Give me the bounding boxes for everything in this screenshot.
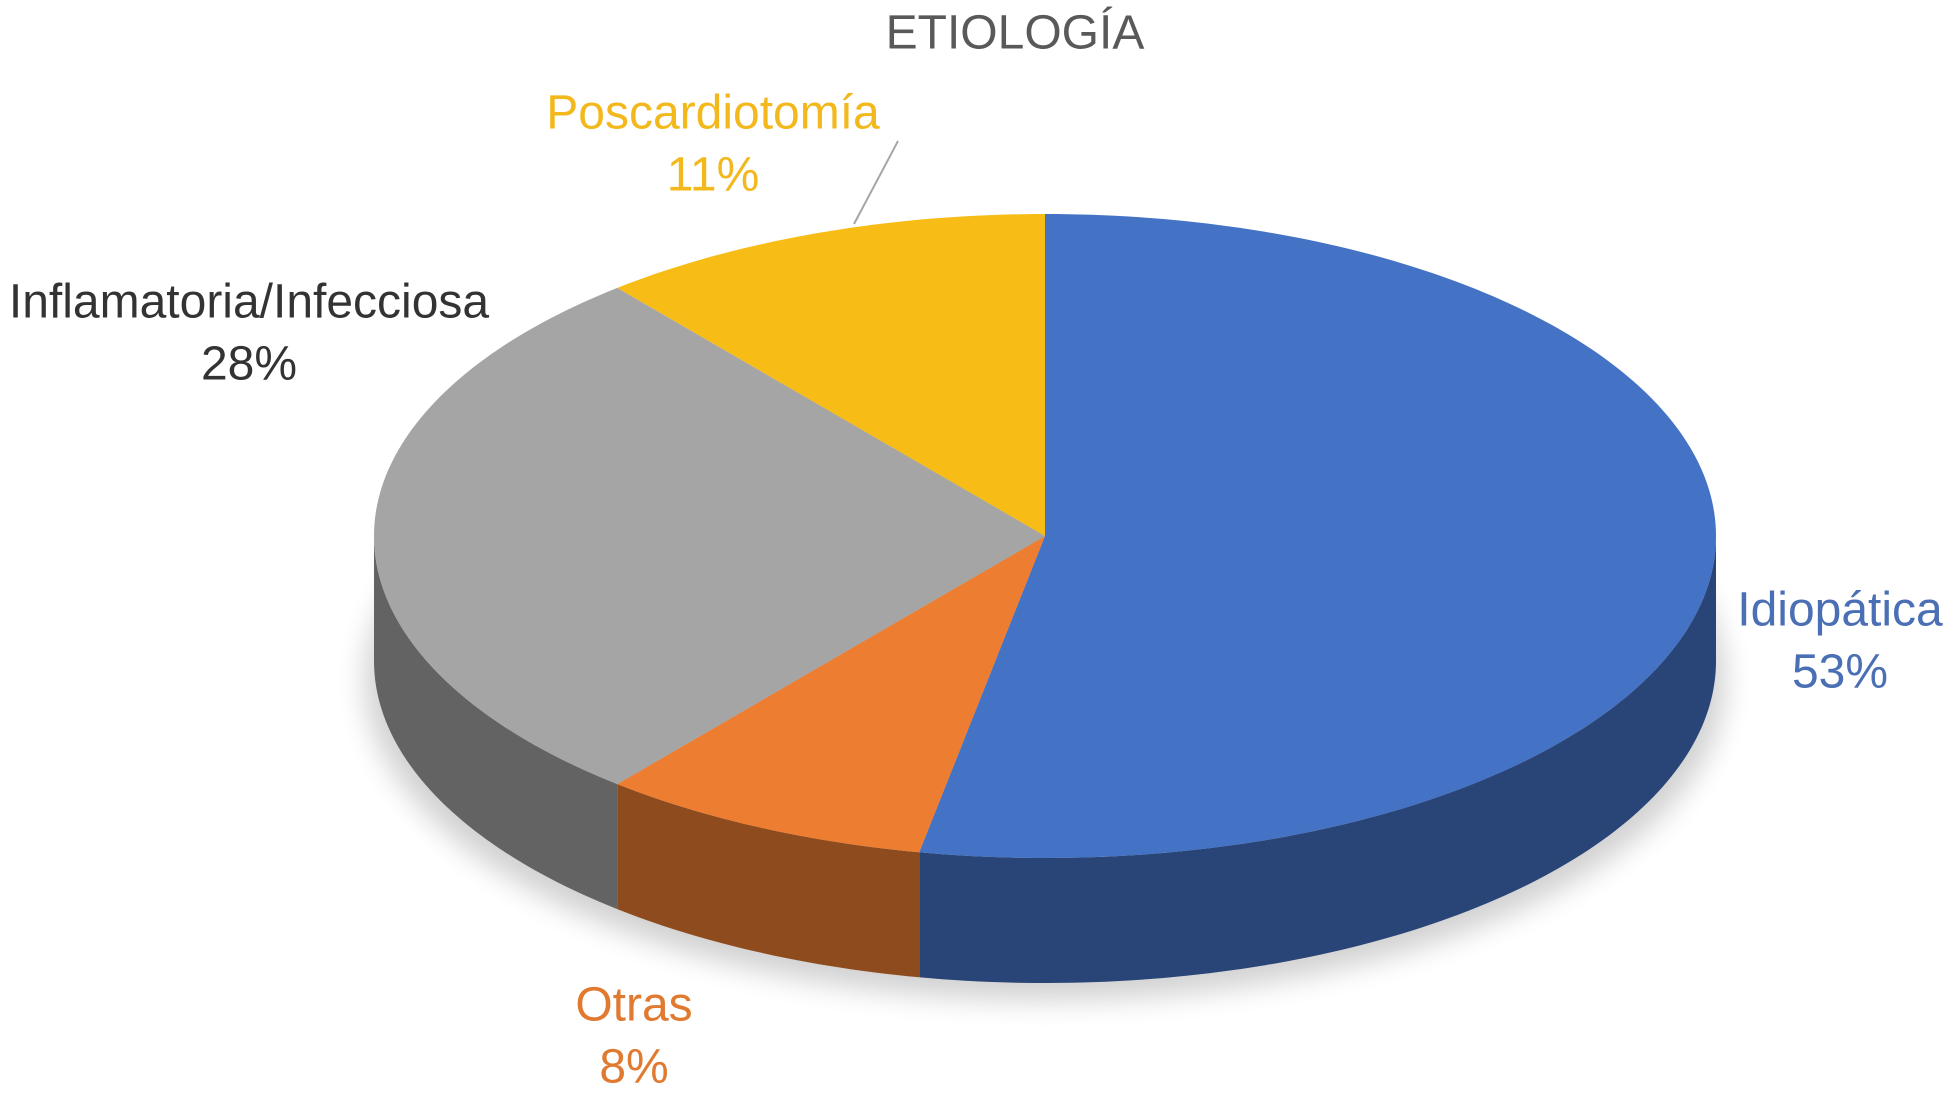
- slice-side: [374, 536, 618, 910]
- slice: [374, 287, 1045, 785]
- chart-title: ETIOLOGÍA: [886, 7, 1145, 60]
- data-label-value: 28%: [201, 338, 297, 391]
- data-label-value: 8%: [599, 1041, 668, 1094]
- slice: [617, 536, 1045, 853]
- slice: [919, 214, 1716, 858]
- slice-side: [617, 784, 920, 978]
- slice: [617, 214, 1045, 536]
- data-label-name: Otras: [575, 979, 692, 1032]
- data-label-value: 53%: [1792, 646, 1888, 699]
- leader-line: [853, 140, 899, 225]
- data-label-name: Inflamatoria/Infecciosa: [9, 276, 490, 329]
- slice-side: [919, 536, 1716, 983]
- data-label-name: Poscardiotomía: [546, 87, 880, 140]
- data-label-value: 11%: [667, 149, 760, 202]
- data-label-name: Idiopática: [1737, 584, 1943, 637]
